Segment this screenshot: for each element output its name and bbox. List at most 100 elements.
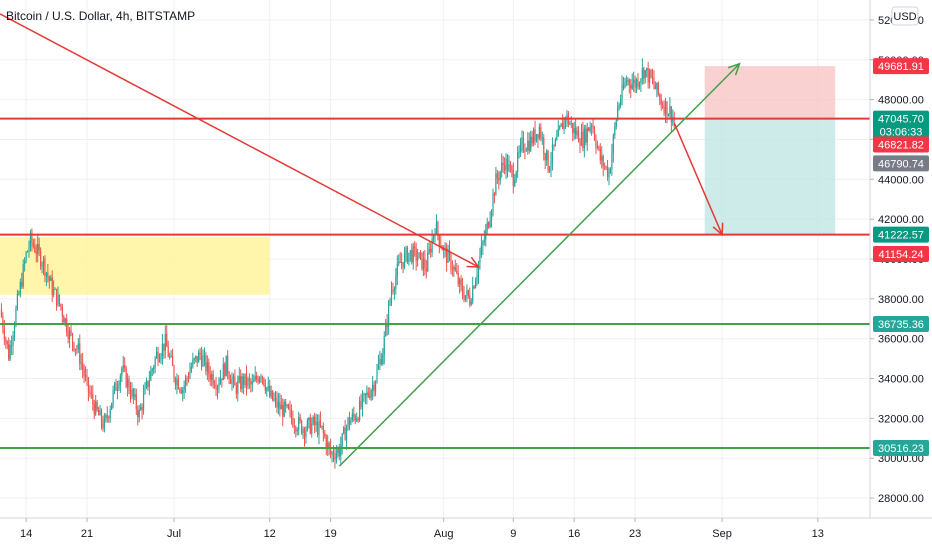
- candle-body: [53, 288, 55, 296]
- candle-body: [243, 376, 245, 386]
- time-axis[interactable]: 14 21 Jul 12 19 Aug 9 16 23 Sep 13: [20, 518, 824, 540]
- candle-body: [176, 378, 178, 385]
- candle-body: [398, 261, 400, 264]
- candle-body: [447, 249, 449, 263]
- candle-body: [311, 423, 313, 434]
- candle-body: [177, 378, 179, 389]
- candle-body: [222, 363, 224, 381]
- candle-body: [646, 68, 648, 71]
- candle-body: [31, 232, 33, 244]
- candle-body: [131, 389, 133, 397]
- candle-body: [302, 429, 304, 434]
- candle-body: [640, 79, 642, 83]
- candle-body: [509, 164, 511, 167]
- candle-body: [25, 252, 27, 262]
- candle-body: [569, 123, 571, 125]
- candle-body: [492, 193, 494, 212]
- candle-body: [440, 245, 442, 247]
- candle-body: [218, 384, 220, 388]
- candle-body: [359, 400, 361, 421]
- candle-body: [393, 288, 395, 292]
- candle-body: [373, 384, 375, 392]
- candle-body: [422, 258, 424, 270]
- candle-body: [63, 316, 65, 323]
- candle-body: [106, 415, 108, 418]
- candle-body: [286, 404, 288, 407]
- candle-body: [160, 356, 162, 360]
- candle-body: [625, 80, 627, 83]
- candle-body: [512, 170, 514, 186]
- x-tick-label: Jul: [167, 528, 181, 540]
- candle-body: [651, 77, 654, 79]
- candle-body: [347, 417, 349, 428]
- take-profit-zone: [704, 118, 836, 235]
- candle-body: [273, 398, 275, 401]
- candle-body: [589, 126, 591, 131]
- stop-loss-zone: [704, 66, 836, 119]
- candle-body: [460, 279, 462, 287]
- candle-body: [666, 101, 668, 117]
- candle-body: [58, 294, 61, 304]
- candle-body: [209, 374, 211, 381]
- candle-body: [535, 134, 538, 141]
- candle-body: [662, 105, 664, 107]
- candle-body: [530, 136, 532, 151]
- candle-body: [293, 426, 295, 428]
- candle-body: [508, 164, 510, 172]
- candle-body: [189, 370, 191, 379]
- candle-body: [557, 128, 559, 137]
- chart-title: Bitcoin / U.S. Dollar, 4h, BITSTAMP: [6, 9, 195, 23]
- candle-body: [657, 82, 659, 95]
- candle-body: [521, 137, 523, 144]
- candle-body: [672, 117, 674, 123]
- candle-body: [285, 401, 287, 407]
- candle-body: [127, 379, 129, 387]
- candle-body: [205, 355, 207, 372]
- candle-body: [55, 288, 58, 306]
- candle-body: [193, 358, 195, 360]
- price-tag: [873, 123, 929, 140]
- candle-body: [522, 137, 525, 151]
- trendline-arrowhead: [466, 256, 481, 268]
- candle-body: [308, 417, 310, 421]
- candle-body: [232, 376, 235, 380]
- candle-body: [95, 401, 97, 415]
- price-tag: [873, 155, 929, 172]
- candle-body: [417, 258, 419, 261]
- candle-body: [214, 384, 216, 387]
- candle-body: [37, 243, 39, 254]
- candle-body: [643, 68, 645, 79]
- candle-body: [228, 373, 230, 380]
- candle-body: [190, 366, 192, 371]
- candle-body: [548, 167, 551, 172]
- candle-body: [554, 139, 556, 146]
- candle-body: [240, 376, 242, 390]
- candle-body: [374, 381, 377, 392]
- descending-trendline: [0, 13, 479, 268]
- candle-body: [483, 239, 485, 243]
- candle-body: [615, 120, 617, 127]
- candle-body: [441, 246, 443, 251]
- currency-button[interactable]: USD: [891, 6, 919, 26]
- candle-body: [334, 456, 336, 460]
- candle-body: [129, 390, 132, 397]
- candle-body: [38, 243, 40, 251]
- candle-body: [219, 378, 221, 385]
- candle-body: [280, 404, 282, 410]
- candle-body: [84, 375, 87, 377]
- candle-body: [348, 417, 351, 425]
- candle-body: [660, 98, 662, 106]
- candle-body: [100, 410, 103, 424]
- candle-body: [269, 386, 271, 397]
- candle-body: [356, 418, 358, 421]
- candle-body: [28, 247, 30, 252]
- candle-body: [330, 446, 332, 455]
- candle-body: [412, 246, 414, 263]
- candle-body: [366, 392, 368, 396]
- candle-body: [229, 379, 232, 384]
- candle-body: [572, 123, 574, 134]
- candle-body: [54, 288, 56, 290]
- x-tick-label: Aug: [434, 528, 454, 540]
- candle-body: [519, 143, 522, 152]
